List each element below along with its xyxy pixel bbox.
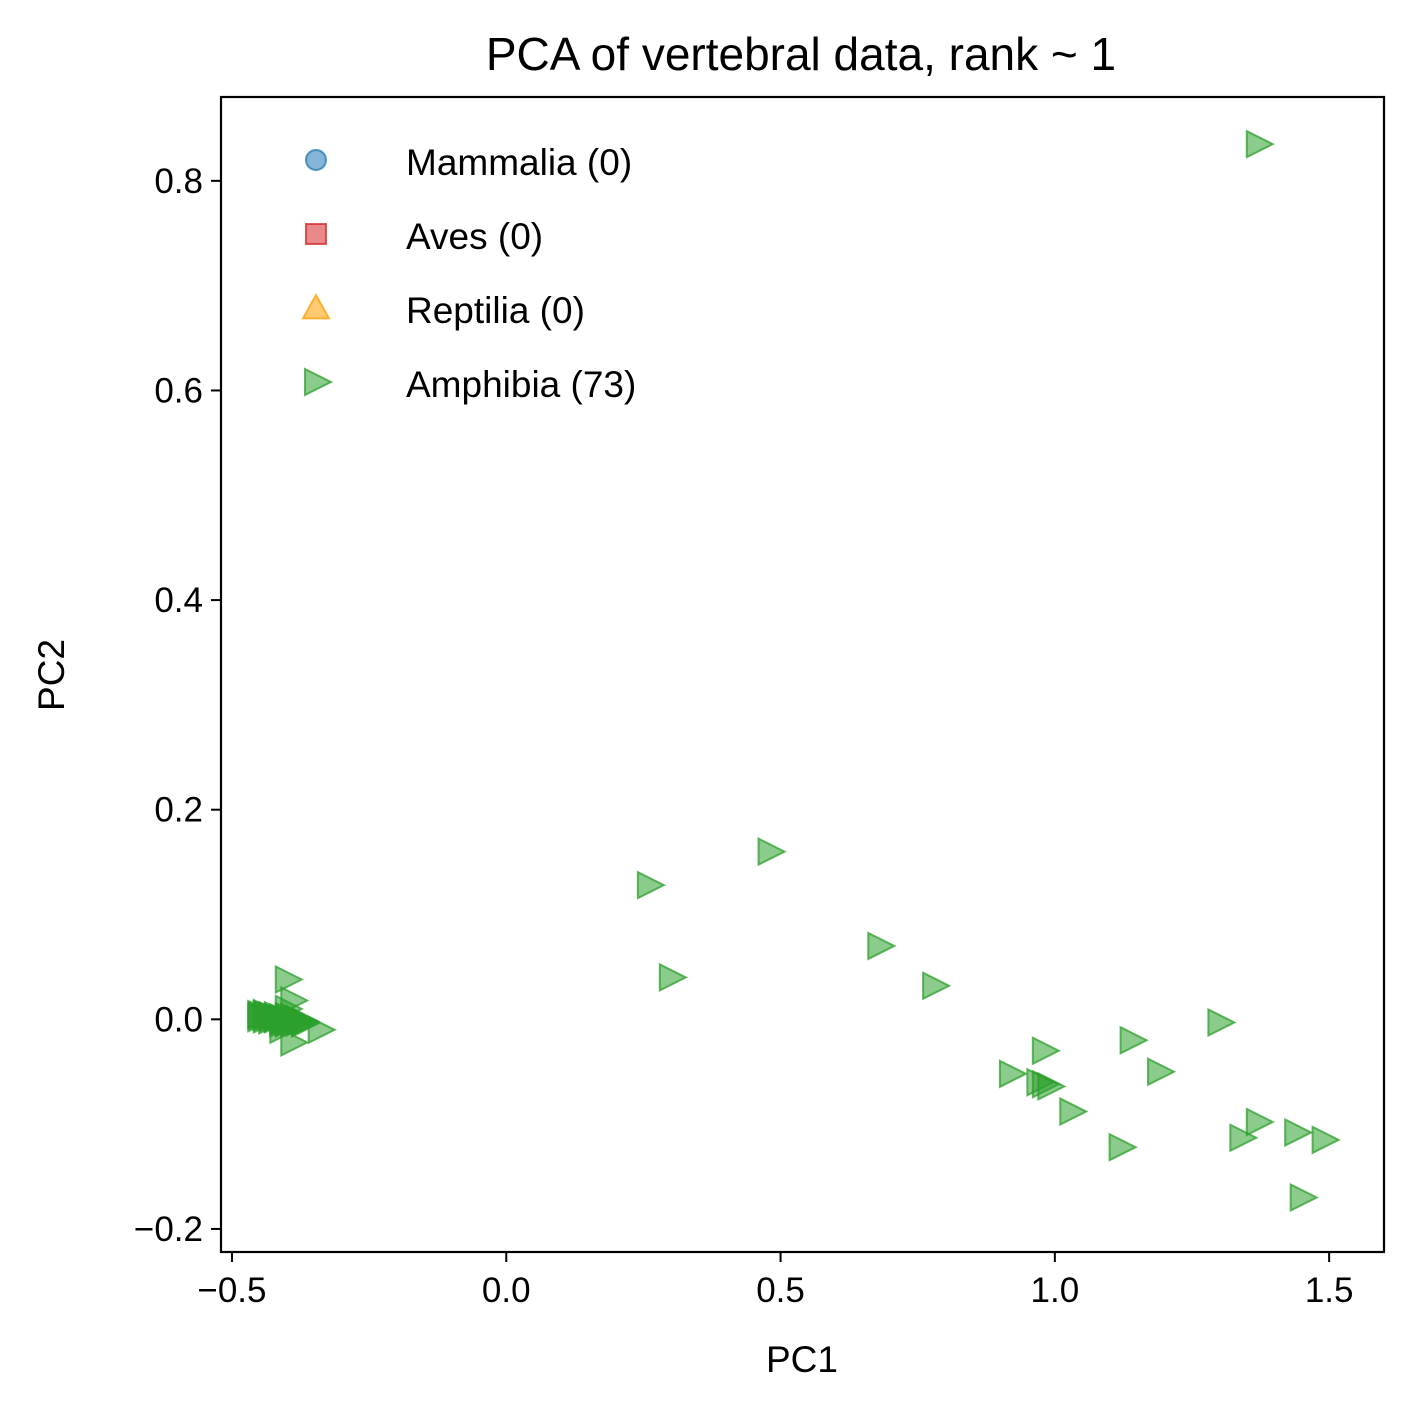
legend-label: Reptilia (0)	[406, 290, 585, 331]
data-point	[658, 962, 689, 993]
x-tick-label: 1.5	[1305, 1271, 1354, 1310]
data-point	[280, 1006, 310, 1037]
data-point	[1245, 129, 1276, 159]
data-point	[1147, 1057, 1177, 1087]
y-tick-label: 0.6	[154, 371, 203, 410]
data-point	[867, 931, 897, 961]
x-axis-ticks: −0.5 0.0 0.5 1.0 1.5	[197, 1252, 1353, 1310]
plot-frame	[219, 95, 1386, 1254]
data-point	[1059, 1096, 1089, 1127]
legend-marker	[305, 149, 327, 171]
x-tick-label: 0.0	[482, 1271, 531, 1310]
data-point	[274, 964, 305, 995]
y-tick-label: 0.0	[154, 1000, 203, 1039]
y-tick-label: 0.4	[154, 581, 203, 620]
x-tick-label: −0.5	[197, 1271, 266, 1310]
data-point	[1229, 1123, 1259, 1153]
x-tick-label: 1.0	[1031, 1271, 1080, 1310]
legend-label: Aves (0)	[406, 216, 543, 257]
x-axis-label: PC1	[766, 1339, 838, 1380]
y-axis-label: PC2	[31, 639, 72, 711]
data-point	[998, 1059, 1029, 1089]
legend-marker	[305, 223, 327, 245]
data-point	[1119, 1025, 1149, 1055]
y-axis-ticks: −0.2 0.0 0.2 0.4 0.6 0.8	[134, 162, 221, 1249]
legend-marker	[301, 292, 331, 320]
data-point	[1031, 1036, 1062, 1066]
x-tick-label: 0.5	[756, 1271, 805, 1310]
data-point	[636, 870, 667, 900]
legend-marker	[303, 367, 334, 397]
chart-title: PCA of vertebral data, rank ~ 1	[486, 28, 1116, 80]
y-tick-label: −0.2	[134, 1210, 203, 1249]
plot-markers	[247, 129, 1341, 1213]
data-point	[1037, 1071, 1067, 1102]
data-point	[1289, 1182, 1319, 1213]
legend-label: Mammalia (0)	[406, 142, 632, 183]
data-point	[1311, 1125, 1341, 1155]
y-tick-label: 0.2	[154, 791, 203, 830]
legend: Mammalia (0) Aves (0) Reptilia (0) Amphibia…	[301, 142, 636, 405]
data-point	[922, 971, 952, 1001]
legend-label: Amphibia (73)	[406, 364, 636, 405]
data-point	[757, 837, 787, 867]
y-tick-label: 0.8	[154, 162, 203, 201]
data-point	[1284, 1117, 1314, 1148]
data-point	[1108, 1132, 1138, 1162]
data-point	[1245, 1107, 1276, 1137]
data-point	[1207, 1007, 1237, 1038]
